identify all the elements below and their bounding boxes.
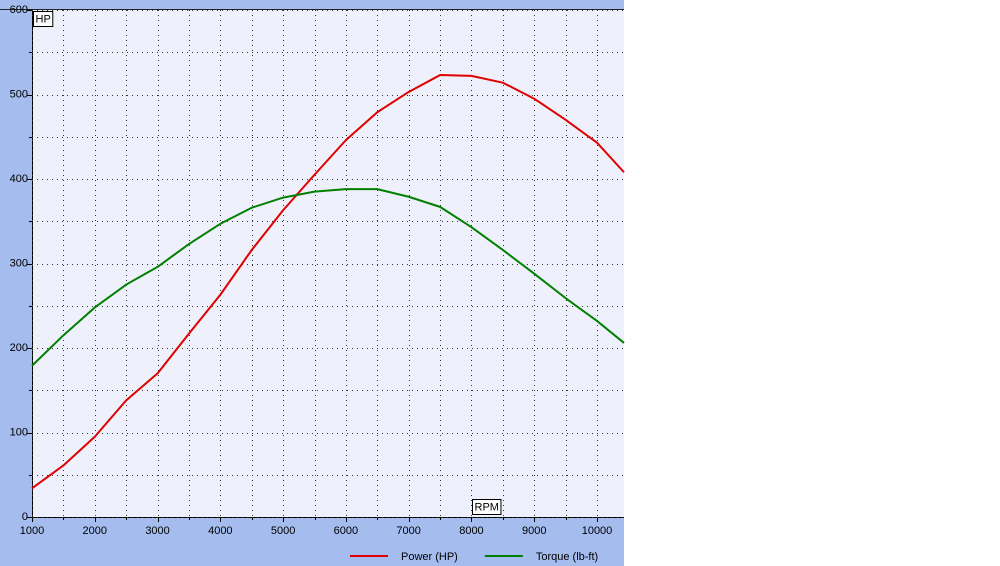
y-axis-label: HP xyxy=(36,13,51,25)
y-tick-label: 0 xyxy=(22,511,28,523)
legend-label: Power (HP) xyxy=(401,551,458,563)
x-tick-label: 8000 xyxy=(459,525,483,537)
x-tick-label: 9000 xyxy=(522,525,546,537)
plot-area xyxy=(32,10,624,517)
x-tick-label: 7000 xyxy=(396,525,420,537)
series-line xyxy=(31,188,625,367)
series-line xyxy=(31,74,625,490)
x-tick-label: 6000 xyxy=(334,525,358,537)
x-tick-label: 10000 xyxy=(582,525,613,537)
legend-label: Torque (lb-ft) xyxy=(536,551,598,563)
x-tick-label: 4000 xyxy=(208,525,232,537)
x-tick-label: 1000 xyxy=(20,525,44,537)
y-tick-label: 400 xyxy=(10,173,28,185)
x-tick-label: 3000 xyxy=(145,525,169,537)
x-tick-label: 5000 xyxy=(271,525,295,537)
y-tick-label: 600 xyxy=(10,4,28,16)
y-tick-label: 300 xyxy=(10,257,28,269)
y-tick-label: 200 xyxy=(10,342,28,354)
x-axis-label: RPM xyxy=(475,501,499,513)
y-axis-label-box xyxy=(33,11,54,27)
x-axis-label-box xyxy=(472,499,502,515)
x-tick-label: 2000 xyxy=(83,525,107,537)
y-tick-label: 500 xyxy=(10,88,28,100)
y-tick-label: 100 xyxy=(10,426,28,438)
